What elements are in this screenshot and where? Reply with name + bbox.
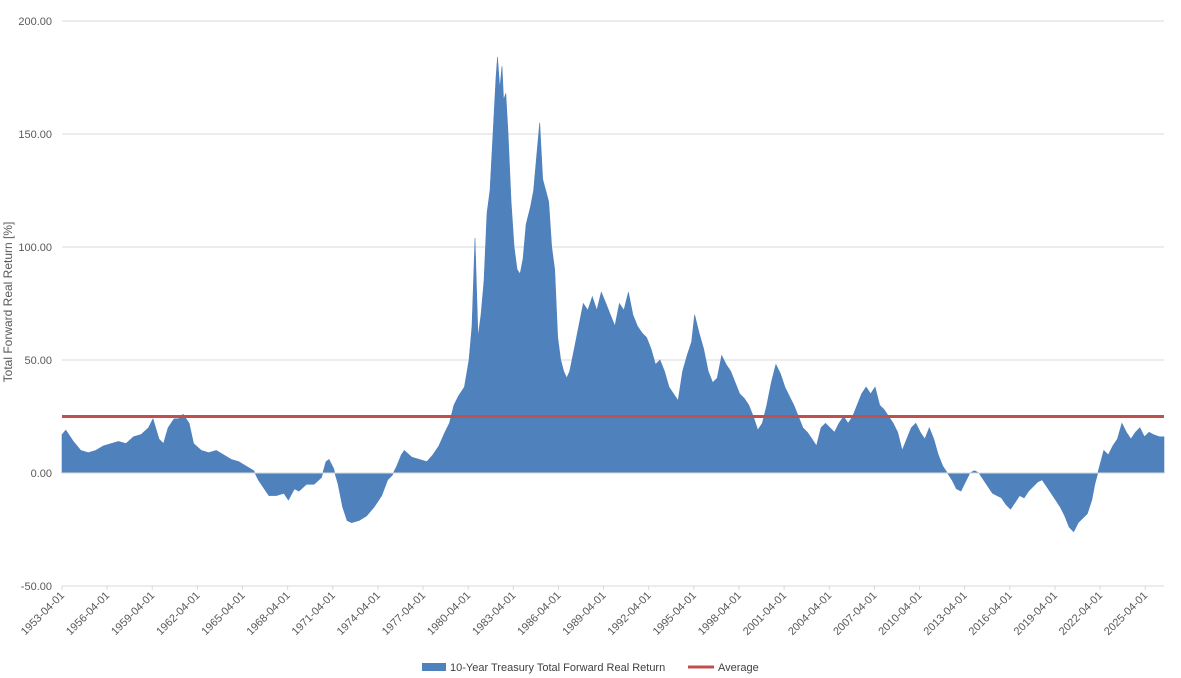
x-tick-label: 1977-04-01 bbox=[380, 590, 428, 638]
x-tick-label: 1983-04-01 bbox=[470, 590, 518, 638]
legend-swatch-treasury-return bbox=[422, 663, 446, 671]
y-tick-label: 100.00 bbox=[18, 242, 52, 254]
x-tick-label: 1995-04-01 bbox=[651, 590, 699, 638]
x-tick-label: 2001-04-01 bbox=[741, 590, 789, 638]
x-tick-label: 1986-04-01 bbox=[515, 590, 563, 638]
y-axis: -50.00 0.00 50.00 100.00 150.00 200.00 bbox=[18, 16, 52, 593]
y-tick-label: 200.00 bbox=[18, 16, 52, 28]
x-tick-label: 1962-04-01 bbox=[154, 590, 202, 638]
x-tick-label: 1989-04-01 bbox=[560, 590, 608, 638]
x-tick-label: 1980-04-01 bbox=[425, 590, 473, 638]
x-tick-label: 1965-04-01 bbox=[199, 590, 247, 638]
x-tick-label: 1968-04-01 bbox=[245, 590, 293, 638]
x-axis: 1953-04-011956-04-011959-04-011962-04-01… bbox=[19, 586, 1150, 638]
x-tick-label: 2025-04-01 bbox=[1102, 590, 1150, 638]
gridlines bbox=[62, 20, 1164, 587]
y-axis-title: Total Forward Real Return [%] bbox=[1, 222, 15, 383]
x-tick-label: 2016-04-01 bbox=[967, 590, 1015, 638]
x-tick-label: 1992-04-01 bbox=[606, 590, 654, 638]
y-tick-label: 150.00 bbox=[18, 129, 52, 141]
x-tick-label: 2013-04-01 bbox=[922, 590, 970, 638]
x-tick-label: 1959-04-01 bbox=[109, 590, 157, 638]
x-tick-label: 2019-04-01 bbox=[1012, 590, 1060, 638]
x-tick-label: 1956-04-01 bbox=[64, 590, 112, 638]
y-tick-label: 0.00 bbox=[31, 468, 52, 480]
x-tick-label: 1998-04-01 bbox=[696, 590, 744, 638]
x-tick-label: 2022-04-01 bbox=[1057, 590, 1105, 638]
x-tick-label: 1974-04-01 bbox=[335, 590, 383, 638]
legend: 10-Year Treasury Total Forward Real Retu… bbox=[422, 662, 759, 674]
x-tick-label: 1971-04-01 bbox=[290, 590, 338, 638]
y-tick-label: 50.00 bbox=[24, 355, 52, 367]
series-area-treasury-return bbox=[61, 57, 1165, 533]
legend-label-average: Average bbox=[718, 662, 759, 674]
x-tick-label: 1953-04-01 bbox=[19, 590, 67, 638]
legend-label-treasury-return: 10-Year Treasury Total Forward Real Retu… bbox=[450, 662, 665, 674]
x-tick-label: 2004-04-01 bbox=[786, 590, 834, 638]
x-tick-label: 2010-04-01 bbox=[876, 590, 924, 638]
x-tick-label: 2007-04-01 bbox=[831, 590, 879, 638]
y-tick-label: -50.00 bbox=[21, 581, 52, 593]
plot-area bbox=[61, 57, 1165, 533]
